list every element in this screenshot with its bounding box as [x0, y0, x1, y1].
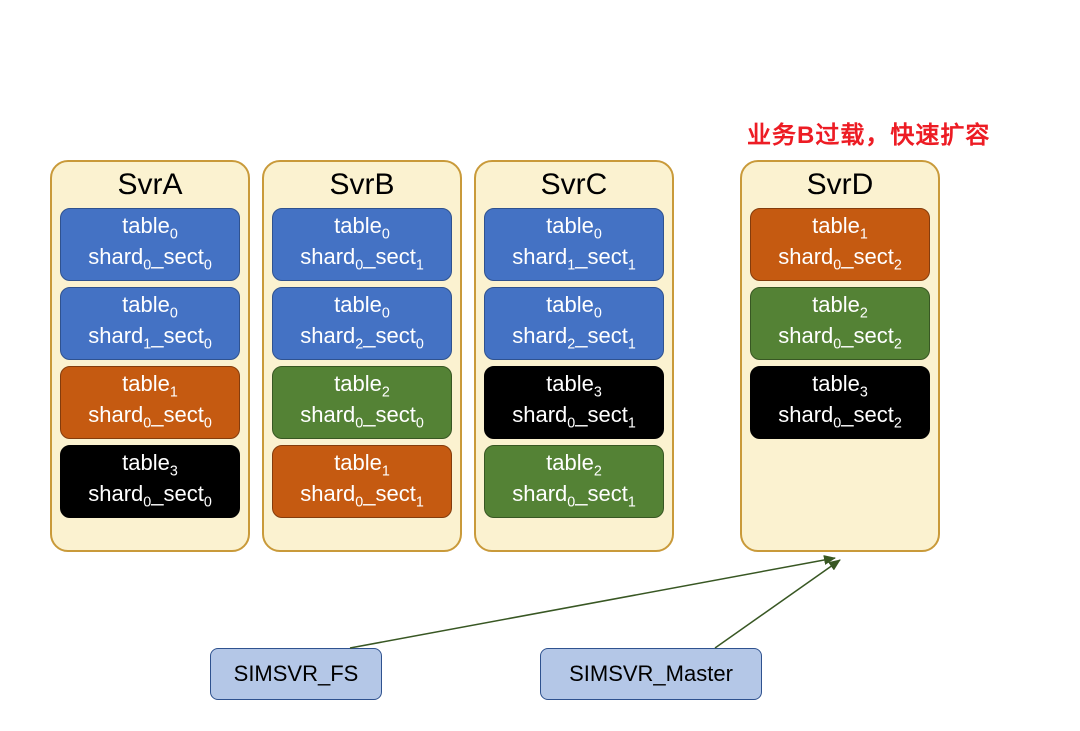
arrow-master-to-svrD: [715, 560, 840, 648]
shard-box-line2: shard0_sect0: [61, 402, 239, 433]
shard-box-line1: table3: [61, 450, 239, 481]
shard-box: table0shard2_sect0: [272, 287, 452, 360]
shard-box-line1: table0: [273, 292, 451, 323]
shard-box-line2: shard0_sect0: [273, 402, 451, 433]
server-title: SvrB: [264, 168, 460, 202]
shard-box-line1: table3: [751, 371, 929, 402]
shard-box: table2shard0_sect2: [750, 287, 930, 360]
shard-box-line2: shard0_sect0: [61, 481, 239, 512]
shard-box-line1: table2: [751, 292, 929, 323]
shard-box-line1: table0: [61, 292, 239, 323]
shard-box-line2: shard0_sect0: [61, 244, 239, 275]
shard-box-line1: table3: [485, 371, 663, 402]
server-svrA: SvrAtable0shard0_sect0table0shard1_sect0…: [50, 160, 250, 552]
shard-box-line2: shard1_sect1: [485, 244, 663, 275]
shard-box-line2: shard0_sect1: [485, 481, 663, 512]
shard-box: table3shard0_sect0: [60, 445, 240, 518]
shard-box-line1: table0: [273, 213, 451, 244]
shard-box-line2: shard0_sect1: [273, 244, 451, 275]
server-svrB: SvrBtable0shard0_sect1table0shard2_sect0…: [262, 160, 462, 552]
shard-box-line1: table2: [273, 371, 451, 402]
shard-box-line1: table2: [485, 450, 663, 481]
node-master: SIMSVR_Master: [540, 648, 762, 700]
shard-box: table0shard2_sect1: [484, 287, 664, 360]
shard-box-line2: shard0_sect2: [751, 402, 929, 433]
shard-box: table0shard0_sect1: [272, 208, 452, 281]
shard-box: table0shard1_sect1: [484, 208, 664, 281]
shard-box-line1: table0: [485, 213, 663, 244]
shard-box-line2: shard0_sect2: [751, 244, 929, 275]
server-title: SvrC: [476, 168, 672, 202]
shard-box-line1: table1: [751, 213, 929, 244]
shard-box-line1: table0: [61, 213, 239, 244]
node-fs: SIMSVR_FS: [210, 648, 382, 700]
server-title: SvrA: [52, 168, 248, 202]
shard-box: table2shard0_sect1: [484, 445, 664, 518]
shard-box: table1shard0_sect2: [750, 208, 930, 281]
shard-box: table3shard0_sect2: [750, 366, 930, 439]
shard-box-line2: shard0_sect2: [751, 323, 929, 354]
shard-box-line2: shard0_sect1: [273, 481, 451, 512]
shard-box-line1: table1: [61, 371, 239, 402]
shard-box-line2: shard2_sect1: [485, 323, 663, 354]
shard-box: table3shard0_sect1: [484, 366, 664, 439]
shard-box: table1shard0_sect0: [60, 366, 240, 439]
shard-box-line2: shard0_sect1: [485, 402, 663, 433]
shard-box: table0shard0_sect0: [60, 208, 240, 281]
arrow-fs-to-svrD: [350, 558, 835, 648]
shard-box-line1: table1: [273, 450, 451, 481]
shard-box: table0shard1_sect0: [60, 287, 240, 360]
shard-box-line1: table0: [485, 292, 663, 323]
shard-box-line2: shard1_sect0: [61, 323, 239, 354]
shard-box-line2: shard2_sect0: [273, 323, 451, 354]
shard-box: table2shard0_sect0: [272, 366, 452, 439]
server-svrD: SvrDtable1shard0_sect2table2shard0_sect2…: [740, 160, 940, 552]
shard-box: table1shard0_sect1: [272, 445, 452, 518]
server-svrC: SvrCtable0shard1_sect1table0shard2_sect1…: [474, 160, 674, 552]
overload-annotation: 业务B过载，快速扩容: [747, 115, 990, 150]
server-title: SvrD: [742, 168, 938, 202]
